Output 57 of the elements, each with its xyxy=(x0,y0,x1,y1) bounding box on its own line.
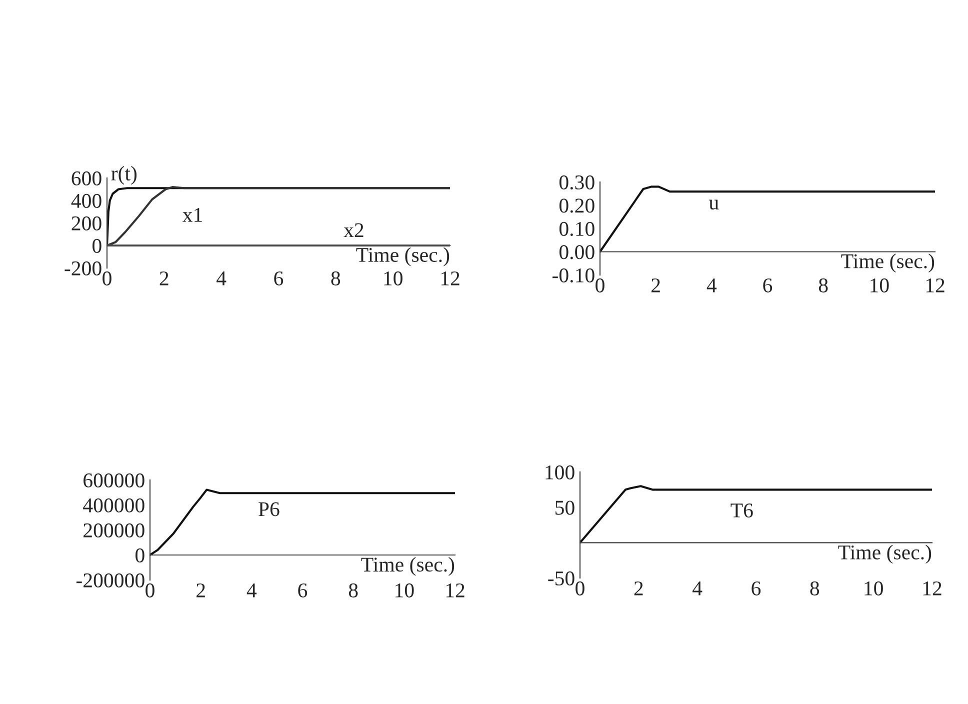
line-series xyxy=(600,186,935,253)
x-tick-label: 12 xyxy=(923,581,942,596)
y-tick-label: -50 xyxy=(548,571,574,586)
x-tick-label: 6 xyxy=(298,583,308,598)
line-series xyxy=(150,488,455,556)
x-tick-label: 0 xyxy=(146,583,154,598)
y-tick-label: -200 xyxy=(64,261,102,276)
x-tick-label: 4 xyxy=(216,272,226,286)
x-tick-label: 6 xyxy=(752,581,761,596)
x-axis-title: Time (sec.) xyxy=(356,247,450,266)
x-tick-label: 4 xyxy=(246,584,257,598)
annotation: x2 xyxy=(344,223,364,238)
x-tick-label: 6 xyxy=(763,278,772,292)
x-tick-label: 2 xyxy=(196,583,205,598)
y-tick-label: 200000 xyxy=(84,523,144,538)
annotation: x1 xyxy=(182,208,202,222)
y-tick-label: 400 xyxy=(71,194,102,208)
y-tick-label: 600000 xyxy=(84,473,144,488)
x-tick-label: 12 xyxy=(441,271,460,286)
x-tick-label: 2 xyxy=(634,581,643,596)
y-tick-label: 400000 xyxy=(83,498,144,512)
y-tick-label: 50 xyxy=(556,500,574,515)
x-tick-label: 4 xyxy=(692,582,702,596)
y-tick-label: 100 xyxy=(546,465,574,480)
x-tick-label: 8 xyxy=(818,278,828,292)
y-tick-label: 600 xyxy=(72,171,102,186)
x-tick-label: 8 xyxy=(348,583,358,598)
annotation: P6 xyxy=(258,502,280,516)
x-tick-label: 10 xyxy=(396,583,414,598)
x-tick-label: 6 xyxy=(274,271,284,286)
x-axis-title: Time (sec.) xyxy=(361,557,454,576)
x-tick-label: 12 xyxy=(926,278,944,292)
y-tick-label: 0.10 xyxy=(559,222,594,236)
y-tick-label: 0.30 xyxy=(559,175,594,190)
x-tick-label: 10 xyxy=(864,581,883,596)
y-tick-label: 0 xyxy=(136,548,144,562)
annotation: u xyxy=(708,200,719,210)
x-tick-label: 8 xyxy=(810,581,820,596)
y-tick-label: 0 xyxy=(92,238,102,253)
x-tick-label: 4 xyxy=(706,278,717,292)
x-tick-label: 0 xyxy=(596,278,604,292)
x-tick-label: 10 xyxy=(384,271,402,286)
line-series xyxy=(580,485,932,544)
x-tick-label: 10 xyxy=(870,278,889,292)
y-tick-label: 0.20 xyxy=(559,198,594,213)
annotation: T6 xyxy=(730,503,753,518)
y-tick-label: 0.00 xyxy=(559,245,594,260)
y-tick-label: -0.10 xyxy=(552,268,594,283)
y-tick-label: -200000 xyxy=(76,573,144,588)
x-tick-label: 8 xyxy=(331,271,340,286)
x-tick-label: 2 xyxy=(160,271,168,286)
y-tick-label: 200 xyxy=(72,216,102,230)
x-axis-title: Time (sec.) xyxy=(841,254,934,273)
x-tick-label: 2 xyxy=(652,278,660,292)
annotation: r(t) xyxy=(111,166,137,185)
x-axis-title: Time (sec.) xyxy=(838,544,932,564)
x-tick-label: 12 xyxy=(446,583,464,598)
